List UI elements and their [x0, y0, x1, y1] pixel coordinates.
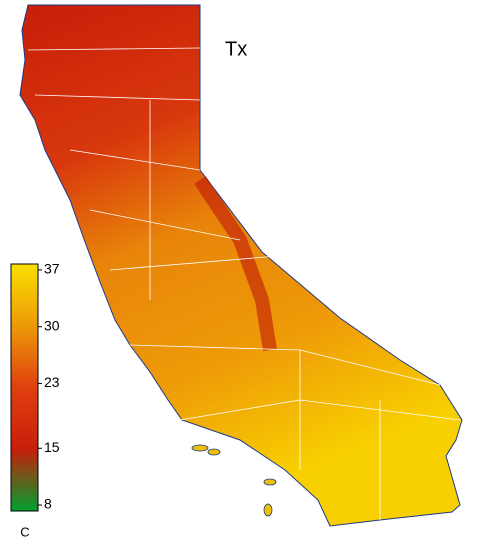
islands: [191, 444, 277, 517]
map-title: Tx: [225, 38, 247, 60]
colorbar-tick-label: 8: [44, 496, 52, 512]
colorbar: 37 30 23 15 8: [10, 261, 60, 512]
colorbar-tick-label: 23: [44, 374, 60, 390]
colorbar-unit: C: [20, 524, 29, 539]
colorbar-tick-label: 30: [44, 317, 60, 333]
county-lines: [27, 47, 461, 520]
california-shape: [19, 4, 463, 527]
colorbar-gradient: [10, 263, 39, 512]
sierra-ridge: [194, 176, 277, 352]
colorbar-tick-label: 15: [44, 439, 60, 455]
colorbar-tick-label: 37: [44, 261, 60, 277]
